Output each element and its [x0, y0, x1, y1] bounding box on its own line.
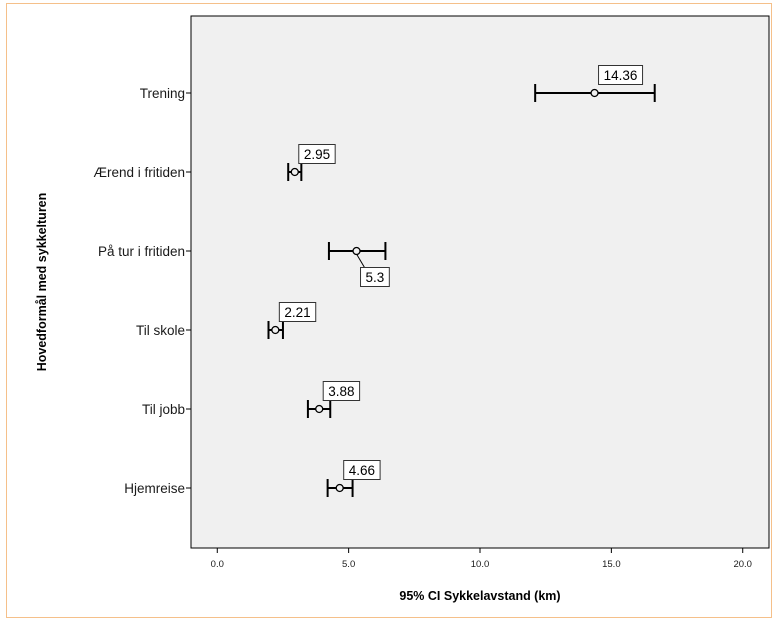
data-label-box [360, 267, 390, 287]
data-labels: 14.36 2.95 5.3 2.21 3.88 4.66 [278, 65, 644, 480]
data-label-box [598, 65, 644, 85]
category-label: Trening [140, 86, 185, 101]
category-label: Til jobb [142, 402, 185, 417]
data-label-box [278, 302, 317, 322]
x-tick-label: 0.0 [211, 559, 224, 570]
data-label-box [298, 144, 336, 164]
error-bars [267, 84, 656, 497]
mean-marker [290, 167, 299, 177]
data-label: 4.66 [349, 463, 375, 478]
x-tick-label: 10.0 [471, 559, 490, 570]
data-label: 3.88 [328, 384, 354, 399]
plot-area [190, 15, 770, 549]
mean-marker [315, 404, 324, 414]
x-tick-label: 5.0 [342, 559, 355, 570]
data-label-leader [356, 253, 365, 268]
x-axis-title: 95% CI Sykkelavstand (km) [399, 589, 560, 603]
data-label-box [322, 381, 361, 401]
data-label: 5.3 [366, 270, 385, 285]
x-tick-label: 20.0 [733, 559, 752, 570]
data-label: 2.95 [304, 147, 330, 162]
category-label: På tur i fritiden [98, 244, 185, 259]
category-label: Til skole [136, 323, 185, 338]
mean-marker [271, 325, 280, 335]
y-axis-title: Hovedformål med sykkelturen [35, 193, 49, 372]
category-label: Hjemreise [124, 481, 185, 496]
x-tick-label: 15.0 [602, 559, 621, 570]
mean-marker [590, 88, 599, 98]
mean-marker [335, 483, 344, 493]
x-axis: 0.0 5.0 10.0 15.0 20.0 [211, 548, 752, 570]
data-label: 2.21 [284, 305, 310, 320]
mean-marker [352, 246, 361, 256]
error-bar-chart: Trening Ærend i fritiden På tur i fritiden… [35, 15, 770, 603]
category-label: Ærend i fritiden [93, 165, 185, 180]
chart-frame: Trening Ærend i fritiden På tur i fritiden… [6, 3, 772, 618]
data-label-box [343, 460, 381, 480]
data-label: 14.36 [604, 68, 638, 83]
category-axis: Trening Ærend i fritiden På tur i fritiden… [93, 86, 191, 496]
